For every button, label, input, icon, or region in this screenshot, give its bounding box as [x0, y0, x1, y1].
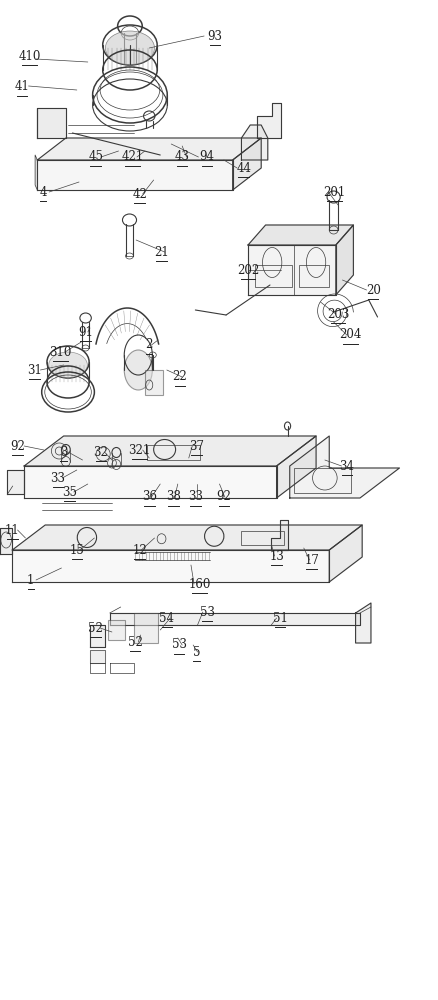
Text: 54: 54	[159, 611, 174, 624]
Text: 21: 21	[154, 245, 169, 258]
Bar	[240, 531, 284, 545]
Text: 53: 53	[171, 639, 186, 652]
Polygon shape	[37, 160, 232, 190]
Polygon shape	[37, 138, 261, 160]
Polygon shape	[276, 436, 315, 498]
Text: 93: 93	[207, 29, 222, 42]
Text: 94: 94	[199, 150, 214, 163]
Polygon shape	[37, 108, 66, 138]
Text: 15: 15	[69, 544, 84, 556]
Text: 321: 321	[128, 444, 150, 456]
Polygon shape	[256, 103, 280, 138]
Polygon shape	[328, 525, 361, 582]
Text: 310: 310	[49, 346, 71, 359]
Text: 31: 31	[27, 363, 42, 376]
Polygon shape	[355, 603, 370, 643]
Bar	[298, 265, 328, 287]
Text: 52: 52	[127, 636, 142, 648]
Text: 41: 41	[14, 81, 29, 94]
Text: 44: 44	[236, 161, 251, 174]
Text: 92: 92	[10, 440, 25, 452]
Text: 20: 20	[365, 284, 380, 296]
Polygon shape	[0, 528, 12, 554]
Text: 37: 37	[189, 440, 204, 452]
Ellipse shape	[105, 31, 154, 65]
Polygon shape	[24, 436, 315, 466]
Text: 38: 38	[166, 490, 180, 504]
Polygon shape	[247, 225, 353, 245]
Polygon shape	[232, 138, 261, 190]
Text: 1: 1	[27, 574, 34, 586]
Text: 160: 160	[188, 578, 210, 590]
Bar	[254, 265, 291, 287]
Text: 42: 42	[132, 188, 147, 200]
Polygon shape	[241, 125, 267, 160]
Text: 11: 11	[5, 524, 20, 536]
Polygon shape	[289, 436, 399, 498]
Bar	[147, 445, 199, 460]
Text: 33: 33	[187, 490, 202, 504]
Text: 421: 421	[121, 150, 143, 163]
Text: 51: 51	[272, 611, 287, 624]
Polygon shape	[90, 625, 105, 647]
Text: 52: 52	[88, 621, 103, 635]
Text: 36: 36	[141, 490, 156, 504]
Text: 201: 201	[323, 186, 345, 198]
Polygon shape	[110, 613, 359, 625]
Text: 45: 45	[88, 150, 103, 163]
Text: 17: 17	[304, 554, 318, 566]
Bar	[107, 620, 125, 640]
Text: 5: 5	[192, 646, 200, 658]
Polygon shape	[271, 520, 287, 550]
Text: 32: 32	[93, 446, 108, 458]
Text: 4: 4	[39, 186, 47, 198]
Text: 203: 203	[326, 308, 348, 320]
Ellipse shape	[49, 352, 87, 378]
Text: 410: 410	[19, 49, 41, 62]
Text: 202: 202	[237, 263, 258, 276]
Bar	[134, 613, 158, 643]
Text: 12: 12	[132, 544, 147, 556]
Text: 35: 35	[62, 486, 77, 498]
Polygon shape	[12, 525, 361, 550]
Text: 92: 92	[216, 490, 231, 504]
Polygon shape	[335, 225, 353, 295]
Polygon shape	[90, 650, 105, 663]
Text: 53: 53	[199, 605, 214, 618]
Text: 3: 3	[60, 446, 67, 458]
Text: 13: 13	[268, 550, 283, 562]
Text: 204: 204	[339, 328, 360, 342]
Text: 91: 91	[78, 326, 93, 338]
Text: 33: 33	[50, 472, 65, 485]
Polygon shape	[7, 470, 24, 494]
Text: 43: 43	[174, 150, 189, 163]
Bar	[145, 370, 163, 395]
Ellipse shape	[124, 350, 152, 390]
Polygon shape	[12, 550, 328, 582]
Text: 22: 22	[172, 370, 187, 383]
Polygon shape	[24, 466, 276, 498]
Text: 34: 34	[339, 460, 353, 473]
Polygon shape	[35, 155, 37, 190]
Bar	[293, 468, 350, 493]
Text: 2: 2	[145, 338, 152, 352]
Polygon shape	[247, 245, 335, 295]
